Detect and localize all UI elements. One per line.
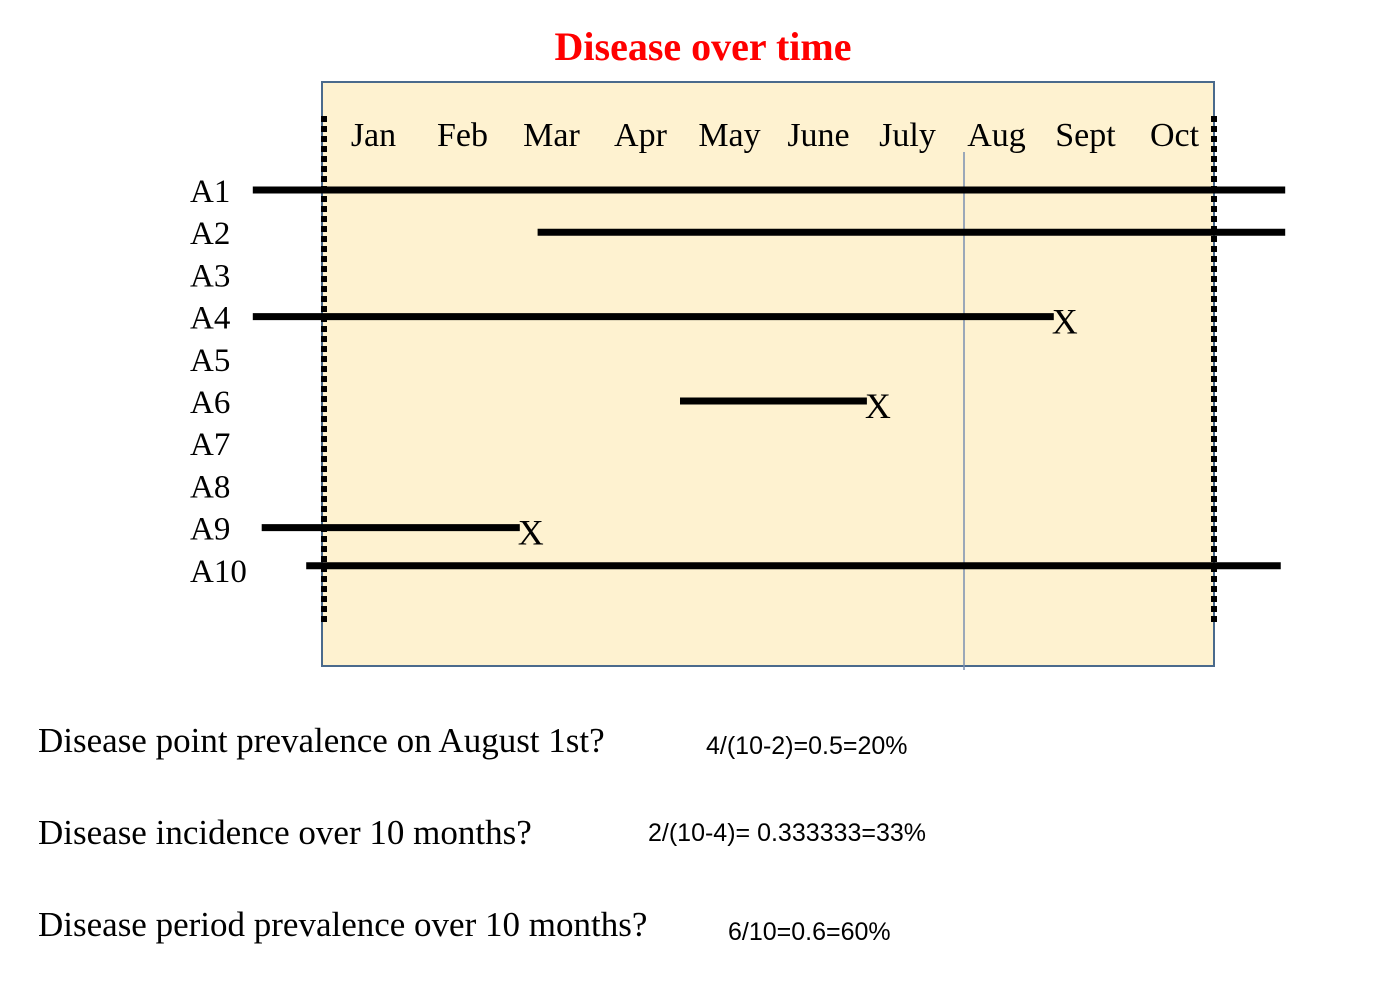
subject-label-a7: A7 bbox=[190, 427, 230, 463]
month-label-mar: Mar bbox=[523, 117, 580, 154]
month-label-july: July bbox=[879, 117, 936, 154]
month-label-june: June bbox=[787, 117, 849, 154]
timeline-panel bbox=[321, 81, 1215, 667]
event-mark-a6: X bbox=[865, 386, 891, 426]
subject-label-a5: A5 bbox=[190, 343, 230, 379]
month-label-apr: Apr bbox=[614, 117, 668, 154]
subject-label-a1: A1 bbox=[190, 174, 230, 210]
month-label-may: May bbox=[698, 117, 760, 154]
subject-label-a10: A10 bbox=[190, 554, 247, 590]
answer-incidence: 2/(10-4)= 0.333333=33% bbox=[648, 819, 926, 847]
question-incidence: Disease incidence over 10 months? bbox=[38, 813, 532, 852]
event-mark-a9: X bbox=[518, 513, 544, 553]
question-period-prevalence: Disease period prevalence over 10 months… bbox=[38, 905, 648, 944]
subject-labels: A1 A2 A3 A4 A5 A6 A7 A8 A9 A10 bbox=[190, 174, 247, 590]
answer-period-prevalence: 6/10=0.6=60% bbox=[728, 918, 891, 946]
diagram-title: Disease over time bbox=[554, 24, 852, 69]
subject-label-a8: A8 bbox=[190, 469, 230, 505]
subject-label-a3: A3 bbox=[190, 258, 230, 294]
month-label-sept: Sept bbox=[1055, 117, 1116, 154]
month-label-jan: Jan bbox=[351, 117, 396, 154]
timeline-diagram: Jan Feb Mar Apr May June July Aug Sept Oct A1 A2 A3… bbox=[190, 81, 1286, 670]
month-axis-labels: Jan Feb Mar Apr May June July Aug Sept Oct bbox=[351, 117, 1200, 154]
month-label-oct: Oct bbox=[1150, 117, 1200, 154]
event-marks: X X X bbox=[518, 302, 1078, 553]
question-point-prevalence: Disease point prevalence on August 1st? bbox=[38, 721, 605, 760]
answer-point-prevalence: 4/(10-2)=0.5=20% bbox=[706, 732, 908, 760]
subject-label-a9: A9 bbox=[190, 512, 230, 548]
event-mark-a4: X bbox=[1052, 302, 1078, 342]
subject-label-a6: A6 bbox=[190, 385, 230, 421]
month-label-aug: Aug bbox=[967, 117, 1026, 154]
subject-label-a2: A2 bbox=[190, 216, 230, 252]
followup-lines bbox=[252, 186, 1286, 570]
month-label-feb: Feb bbox=[437, 117, 488, 154]
subject-label-a4: A4 bbox=[190, 301, 230, 337]
